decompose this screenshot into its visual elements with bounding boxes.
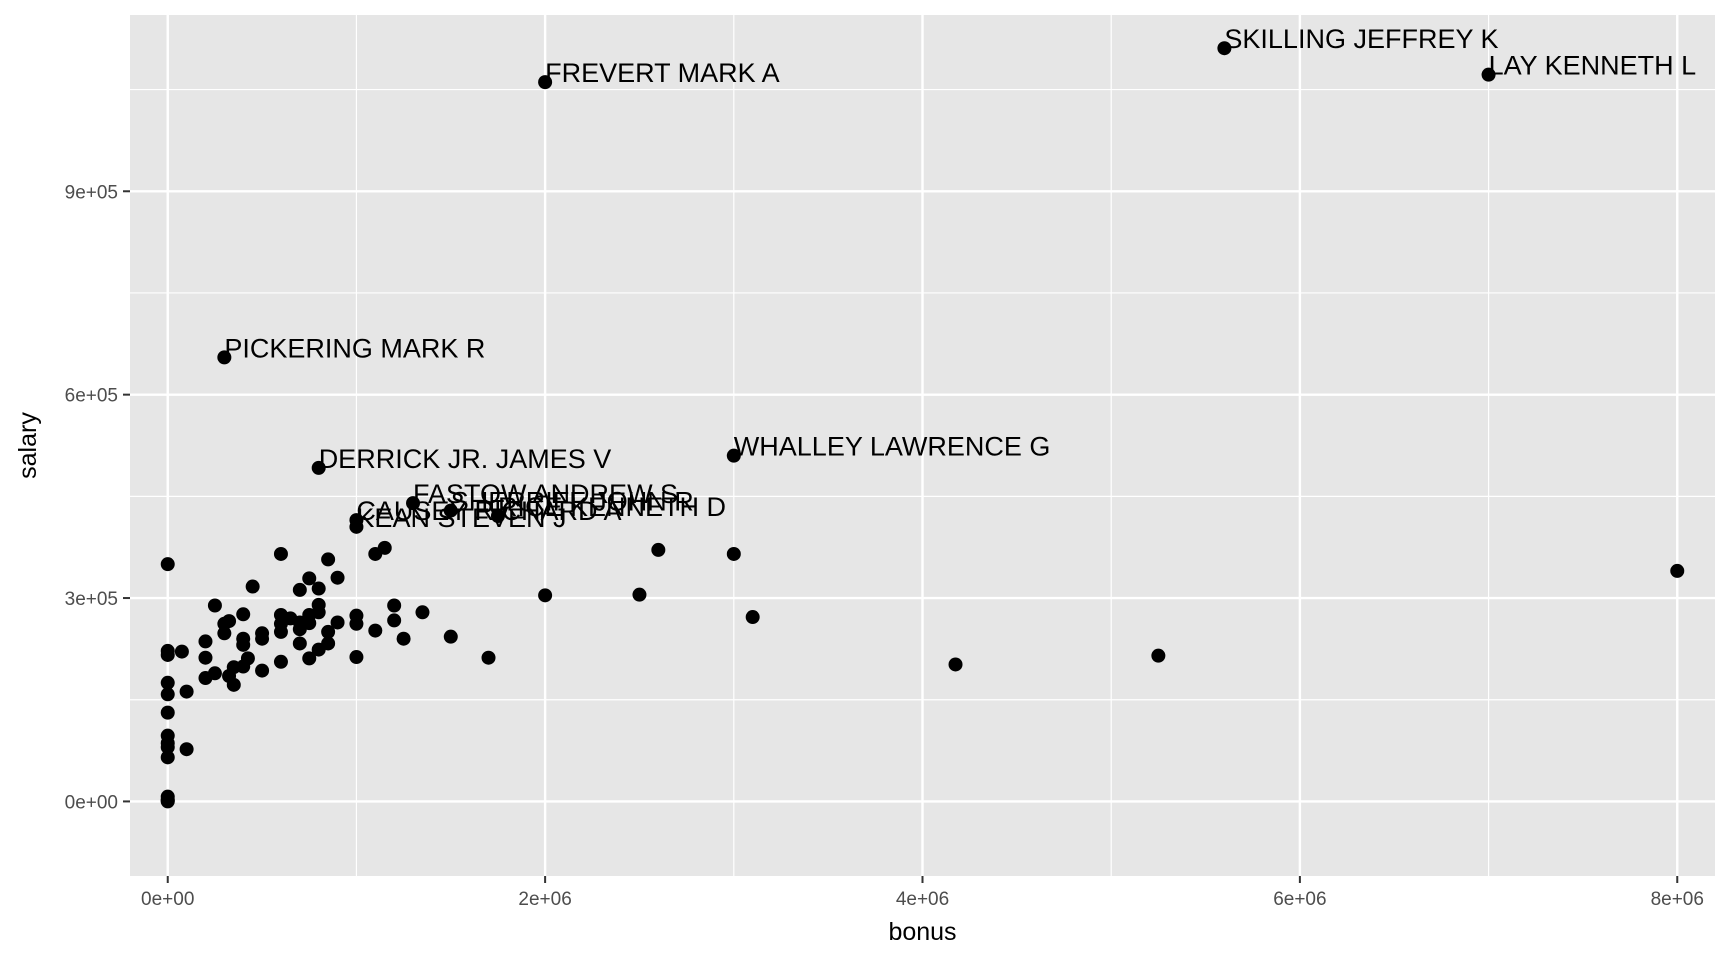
data-point (1151, 648, 1166, 663)
y-tick-label: 6e+05 (65, 386, 118, 407)
data-point (481, 650, 496, 665)
data-point (387, 598, 402, 613)
data-point (236, 637, 251, 652)
labeled-data-point (443, 503, 458, 518)
x-tick-label: 2e+06 (518, 889, 571, 910)
point-label: CAUSEY RICHARD A (356, 496, 621, 526)
point-label: FASTOW ANDREW S (413, 479, 678, 509)
point-label: KEAN STEVEN J (356, 503, 566, 533)
data-point (302, 651, 317, 666)
point-label: SKILLING JEFFREY K (1224, 24, 1498, 54)
data-point (273, 654, 288, 669)
data-point (207, 598, 222, 613)
data-point (321, 624, 336, 639)
data-point (368, 546, 383, 561)
data-point (179, 684, 194, 699)
data-point (160, 750, 175, 765)
data-point (311, 642, 326, 657)
data-point (292, 582, 307, 597)
data-point (330, 615, 345, 630)
data-point (1670, 563, 1685, 578)
data-point (273, 546, 288, 561)
y-axis-title: salary (14, 412, 42, 479)
data-point (443, 629, 458, 644)
data-point (726, 546, 741, 561)
data-point (174, 644, 189, 659)
data-point (245, 579, 260, 594)
x-tick-label: 4e+06 (896, 889, 949, 910)
y-tick-label: 0e+00 (65, 792, 118, 813)
data-point (368, 623, 383, 638)
data-point (160, 740, 175, 755)
data-point (236, 607, 251, 622)
labeled-data-point (406, 496, 421, 511)
labeled-data-point (726, 448, 741, 463)
data-point (160, 647, 175, 662)
data-point (255, 631, 270, 646)
data-point (160, 705, 175, 720)
data-point (330, 570, 345, 585)
labeled-data-point (1481, 67, 1496, 82)
labeled-data-point (1217, 41, 1232, 56)
labeled-data-point (490, 509, 505, 524)
data-point (160, 687, 175, 702)
x-tick-label: 6e+06 (1273, 889, 1326, 910)
labeled-data-point (538, 75, 553, 90)
x-tick-label: 8e+06 (1651, 889, 1704, 910)
data-point (160, 793, 175, 808)
point-label: WHALLEY LAWRENCE G (734, 432, 1051, 462)
axis-tick-labels: 0e+00 2e+06 4e+06 6e+06 8e+06 0e+00 3e+05 6e+05… (65, 182, 1704, 910)
data-point (745, 610, 760, 625)
data-point (179, 742, 194, 757)
labeled-data-point (217, 350, 232, 365)
data-point (396, 631, 411, 646)
y-tick-label: 3e+05 (65, 589, 118, 610)
point-label: RICE KENNETH D (498, 492, 726, 522)
data-point (255, 663, 270, 678)
data-point (160, 675, 175, 690)
x-tick-label: 0e+00 (141, 889, 194, 910)
y-tick-label: 9e+05 (65, 182, 118, 203)
data-point (198, 650, 213, 665)
point-label: PICKERING MARK R (224, 333, 485, 363)
data-point (311, 581, 326, 596)
data-point (198, 634, 213, 649)
data-point (302, 571, 317, 586)
data-point (217, 626, 232, 641)
data-point (292, 636, 307, 651)
data-point (198, 671, 213, 686)
data-point (321, 552, 336, 567)
axis-ticks (123, 190, 1679, 883)
data-point (349, 608, 364, 623)
data-points (160, 41, 1685, 809)
data-point (387, 613, 402, 628)
labeled-data-point (349, 519, 364, 534)
point-label: FREVERT MARK A (545, 58, 780, 88)
data-point (292, 622, 307, 637)
data-point (415, 605, 430, 620)
data-point (632, 587, 647, 602)
major-gridlines (130, 15, 1715, 876)
data-point (538, 588, 553, 603)
x-axis-title: bonus (888, 918, 956, 946)
data-point (349, 650, 364, 665)
data-point (273, 624, 288, 639)
point-label: LAY KENNETH L (1489, 51, 1697, 81)
point-label: DERRICK JR. JAMES V (319, 444, 612, 474)
data-point (651, 542, 666, 557)
labeled-data-point (311, 460, 326, 475)
data-point (160, 557, 175, 572)
data-point (948, 657, 963, 672)
data-point (222, 669, 237, 684)
point-label: SHERRIFF JOHN R (451, 487, 694, 517)
